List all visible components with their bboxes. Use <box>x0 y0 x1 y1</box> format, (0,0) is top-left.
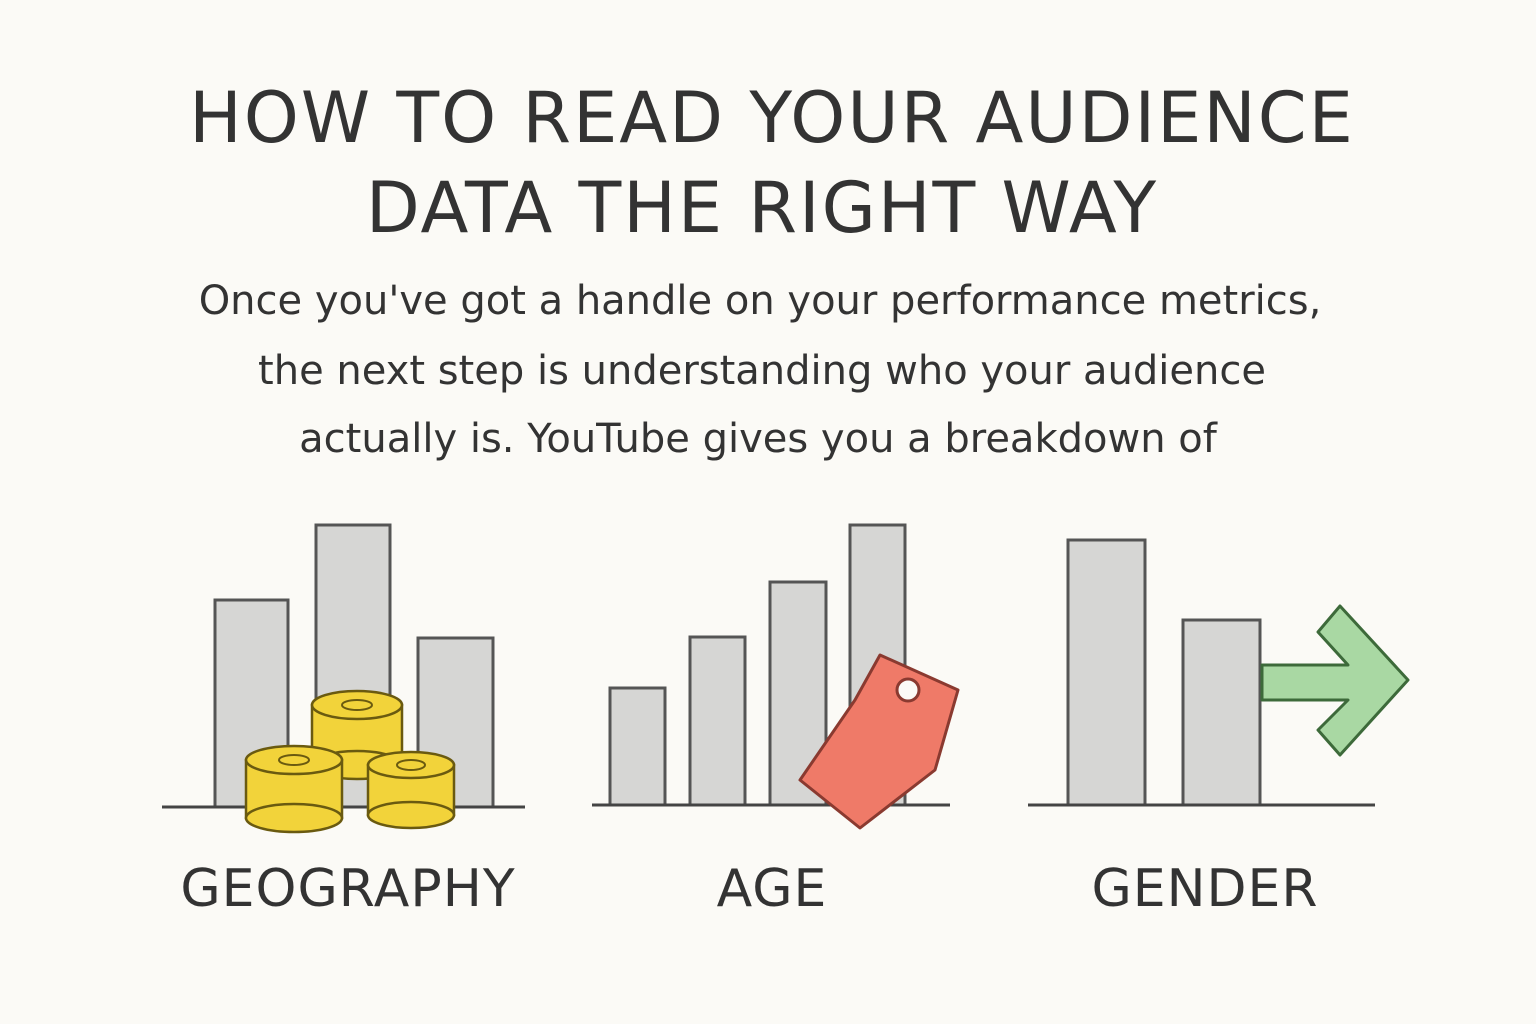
title-line: DATA THE RIGHT WAY <box>366 167 1158 249</box>
geography-panel: GEOGRAPHY <box>162 523 525 919</box>
bar-icon <box>1181 618 1262 807</box>
body-line: the next step is understanding who your … <box>258 348 1266 394</box>
bar-icon <box>688 635 747 807</box>
tag-icon <box>798 653 960 830</box>
gender-panel: GENDER <box>1028 538 1410 919</box>
body-line: actually is. YouTube gives you a breakdo… <box>299 416 1218 462</box>
arrow-icon <box>1260 604 1410 757</box>
age-panel: AGE <box>592 523 960 919</box>
panel-label: GEOGRAPHY <box>180 859 515 919</box>
bar-icon <box>608 686 667 807</box>
panel-label: AGE <box>717 859 828 919</box>
panel-label: GENDER <box>1091 859 1318 919</box>
title-line: HOW TO READ YOUR AUDIENCE <box>189 77 1355 159</box>
coins-icon <box>244 689 456 834</box>
bar-icon <box>1066 538 1147 807</box>
body-line: Once you've got a handle on your perform… <box>199 278 1322 324</box>
